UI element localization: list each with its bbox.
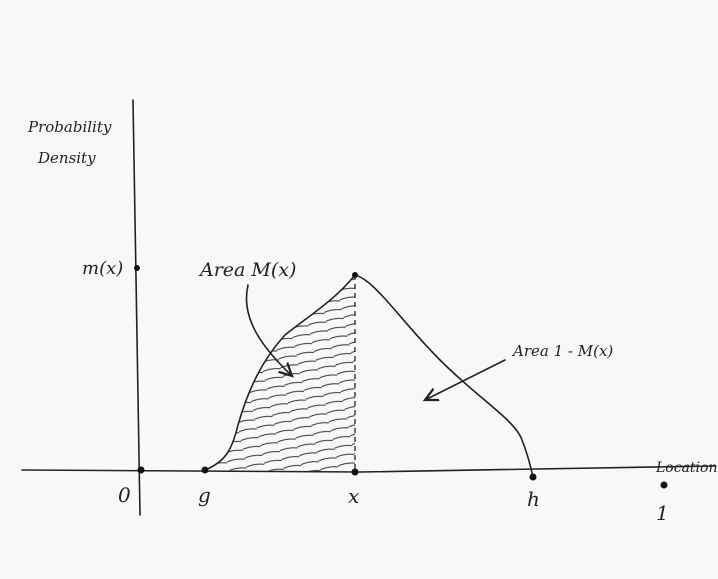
point <box>530 474 537 481</box>
point <box>138 467 145 474</box>
diagram: Probability Density Location m(x) 0 g x … <box>0 0 718 579</box>
y-label: Probability <box>27 118 112 136</box>
x-tick-label: 1 <box>656 501 669 525</box>
y-label: Density <box>37 149 96 167</box>
point <box>202 467 209 474</box>
x-tick-label: 0 <box>118 483 131 507</box>
point <box>134 265 140 271</box>
point <box>661 482 668 489</box>
y-tick-label: m(x) <box>82 258 123 279</box>
x-tick-label: x <box>348 484 359 508</box>
x-tick-label: h <box>527 487 540 511</box>
point <box>352 272 358 278</box>
x-label: Location <box>655 460 717 476</box>
annotation: Area M(x) <box>198 259 296 281</box>
x-tick-label: g <box>198 483 211 507</box>
point <box>352 469 359 476</box>
annotation: Area 1 - M(x) <box>511 342 613 360</box>
